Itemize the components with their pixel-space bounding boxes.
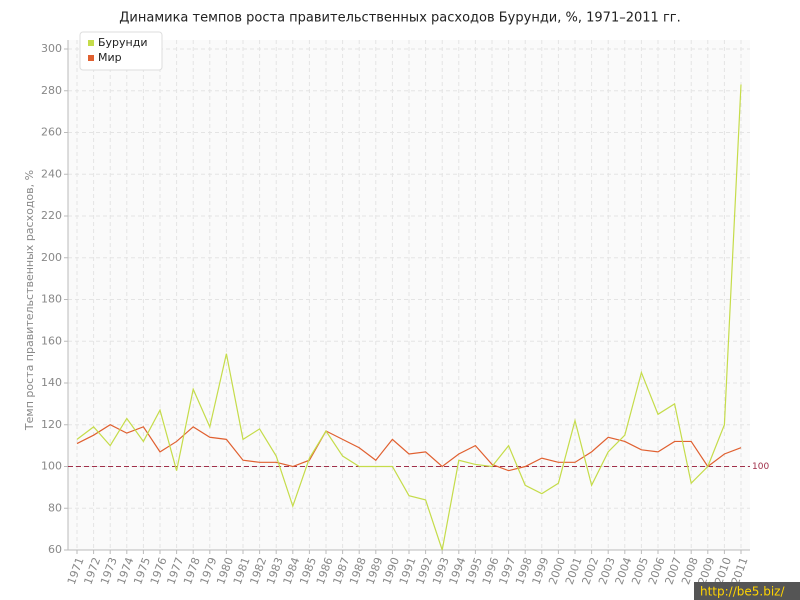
series-line (76, 424, 742, 472)
legend-label: Мир (98, 51, 122, 64)
y-tick-label: 280 (41, 84, 62, 97)
y-tick-label: 120 (41, 418, 62, 431)
watermark-bg (694, 582, 800, 600)
legend-swatch (88, 55, 94, 61)
y-tick-label: 200 (41, 251, 62, 264)
reference-label: 100 (752, 462, 769, 472)
y-tick-label: 220 (41, 209, 62, 222)
y-tick-label: 160 (41, 334, 62, 347)
legend-swatch (88, 40, 94, 46)
y-tick-label: 240 (41, 167, 62, 180)
y-tick-label: 300 (41, 42, 62, 55)
y-tick-label: 260 (41, 126, 62, 139)
legend-box (79, 31, 163, 71)
y-tick-label: 100 (41, 460, 62, 473)
y-axis-label: Темп роста правительственных расходов, % (23, 170, 36, 431)
watermark: http://be5.biz/ (700, 585, 785, 599)
y-tick-label: 60 (48, 543, 62, 556)
chart-title: Динамика темпов роста правительственных … (119, 11, 680, 26)
legend-label: Бурунди (98, 36, 148, 49)
y-tick-label: 180 (41, 293, 62, 306)
series-line (76, 84, 742, 551)
y-tick-label: 80 (48, 501, 62, 514)
y-tick-label: 140 (41, 376, 62, 389)
